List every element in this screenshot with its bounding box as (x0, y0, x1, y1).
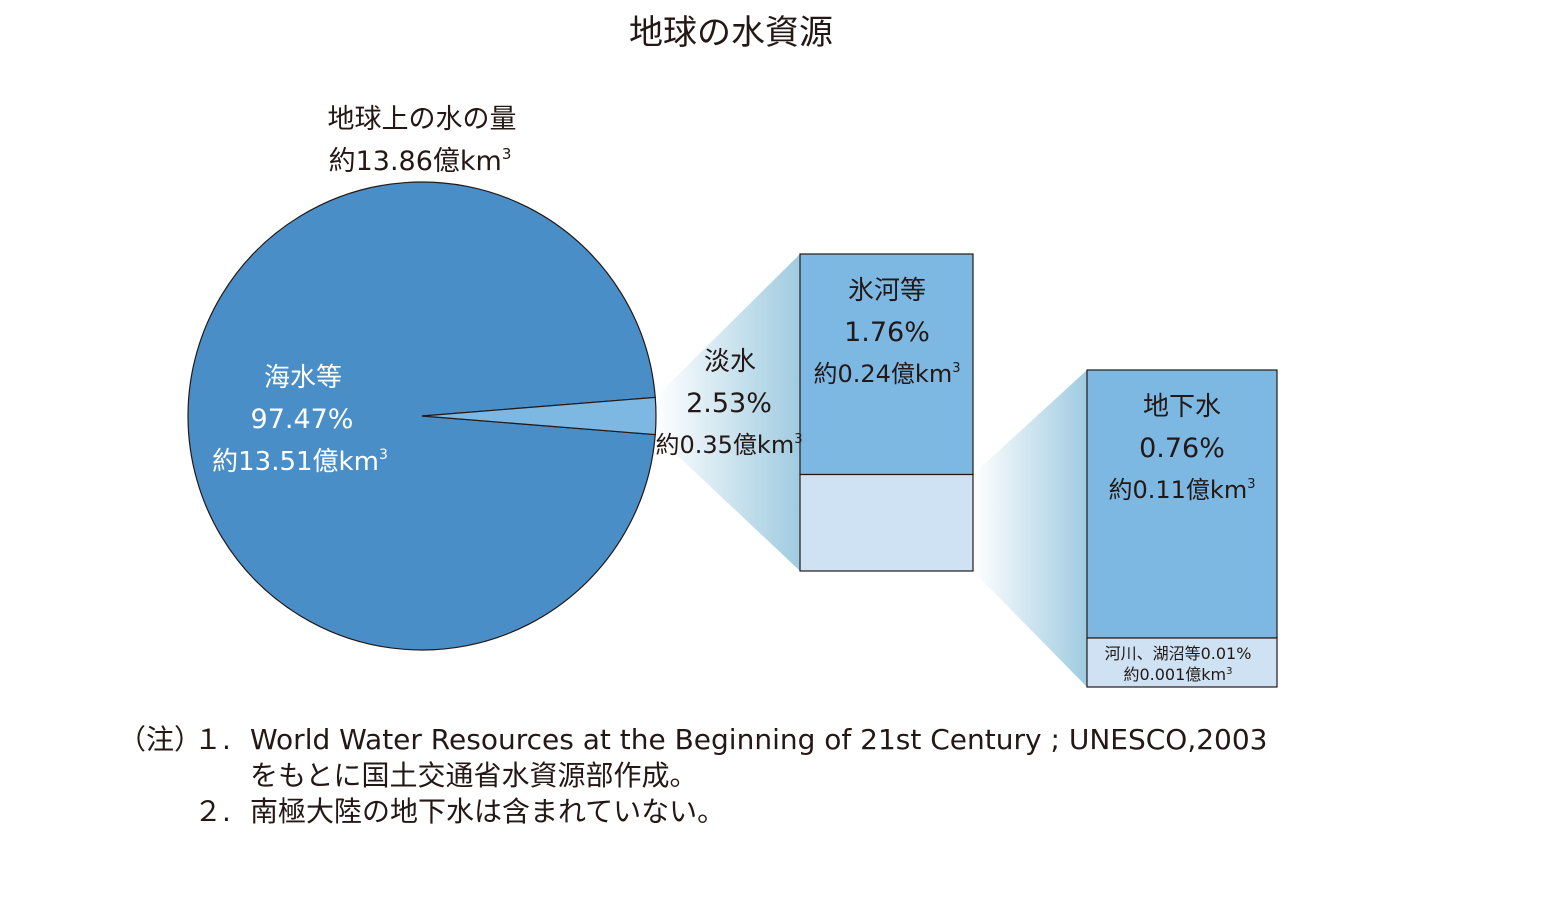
pie-slice-seawater (187, 181, 656, 651)
bar-groundwater-segment (1086, 369, 1278, 639)
bar-glacier-segment (799, 253, 974, 476)
footnote-1-line-2: をもとに国土交通省水資源部作成。 (250, 759, 698, 792)
river-lake-label: 河川、湖沼等0.01% (1105, 644, 1252, 663)
glacier-amount: 約0.24億km3 (814, 360, 961, 388)
pie-total-amount: 約13.86億km3 (329, 145, 512, 177)
footnote-2-number: ２. (194, 795, 231, 828)
river-lake-amount: 約0.001億km3 (1123, 665, 1232, 684)
pie-slice-freshwater (421, 396, 657, 436)
bar-river-lake-segment (1086, 637, 1278, 688)
bar-freshwater-remainder-segment (799, 473, 974, 572)
seawater-label: 海水等 (264, 363, 342, 393)
footnote-lead: （注） (118, 723, 203, 756)
footnote-1-line-1: World Water Resources at the Beginning o… (250, 723, 1268, 756)
seawater-amount: 約13.51億km3 (212, 447, 388, 477)
groundwater-percent: 0.76% (1139, 433, 1225, 464)
pie-total-label: 地球上の水の量 (328, 104, 517, 135)
groundwater-label: 地下水 (1143, 392, 1221, 422)
footnote-2-line-1: 南極大陸の地下水は含まれていない。 (250, 795, 726, 828)
footnote-1-cont: をもとに国土交通省水資源部作成。 (118, 758, 1267, 794)
glacier-percent: 1.76% (844, 317, 930, 348)
groundwater-amount: 約0.11億km3 (1109, 476, 1256, 504)
freshwater-connector (655, 254, 800, 571)
glacier-label: 氷河等 (848, 276, 926, 306)
footnote-2: ２. 南極大陸の地下水は含まれていない。 (118, 794, 1267, 830)
freshwater-amount: 約0.35億km3 (656, 431, 803, 459)
seawater-percent: 97.47% (251, 404, 354, 435)
freshwater-percent: 2.53% (686, 388, 772, 419)
footnote-1: （注） １. World Water Resources at the Begi… (118, 722, 1267, 758)
chart-title: 地球の水資源 (629, 13, 833, 53)
footnote-1-number: １. (194, 723, 231, 756)
freshwater-label: 淡水 (704, 347, 756, 377)
footnotes: （注） １. World Water Resources at the Begi… (118, 722, 1267, 830)
groundwater-connector (973, 370, 1087, 687)
